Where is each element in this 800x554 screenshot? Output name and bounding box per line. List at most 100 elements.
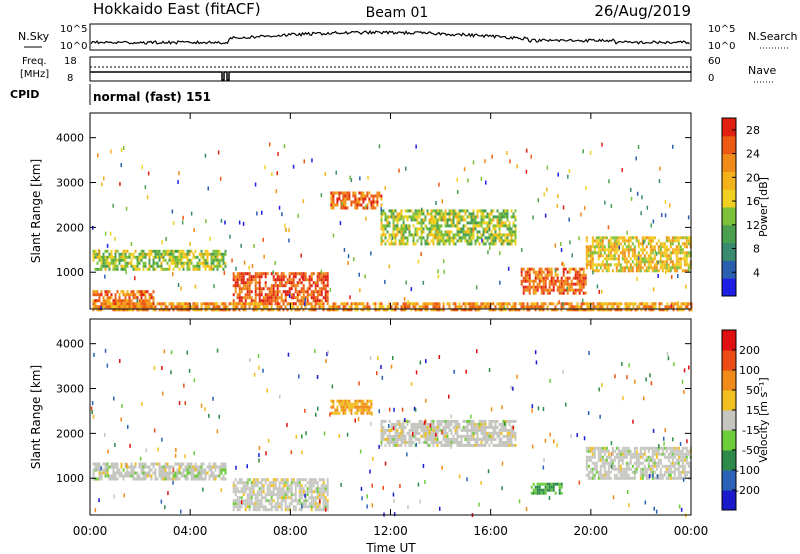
velocity-cell bbox=[164, 471, 167, 475]
power-cell bbox=[480, 221, 483, 225]
power-cell bbox=[468, 302, 471, 306]
power-cell bbox=[322, 275, 325, 279]
power-cell bbox=[502, 224, 505, 228]
velocity-cell bbox=[621, 452, 624, 456]
velocity-cell bbox=[442, 419, 445, 423]
nave-tick-low: 0 bbox=[708, 73, 714, 84]
velocity-cell bbox=[456, 434, 459, 438]
power-cell bbox=[168, 264, 171, 268]
velocity-cell bbox=[370, 405, 373, 409]
power-cell bbox=[212, 255, 215, 259]
power-cell bbox=[366, 308, 369, 312]
power-cell bbox=[649, 263, 652, 267]
power-cell bbox=[440, 230, 443, 234]
velocity-cell bbox=[444, 425, 447, 429]
velocity-cell bbox=[446, 440, 449, 444]
velocity-cell bbox=[663, 464, 666, 468]
power-cell bbox=[576, 282, 579, 286]
velocity-cell bbox=[466, 440, 469, 444]
power-cell bbox=[617, 248, 620, 252]
power-cell bbox=[306, 299, 309, 303]
power-cell bbox=[134, 255, 137, 259]
power-cell bbox=[120, 267, 123, 271]
velocity-cell bbox=[556, 482, 559, 486]
power-cell bbox=[430, 209, 433, 213]
power-cell bbox=[152, 305, 155, 309]
power-cell bbox=[488, 224, 491, 228]
power-cell bbox=[562, 285, 565, 289]
velocity-cell bbox=[422, 440, 425, 444]
power-cell bbox=[629, 239, 632, 243]
power-cell bbox=[392, 233, 395, 237]
power-cell bbox=[629, 263, 632, 267]
power-cell bbox=[552, 276, 555, 280]
velocity-cell bbox=[649, 458, 652, 462]
power-cell bbox=[294, 275, 297, 279]
power-cell bbox=[152, 264, 155, 268]
velocity-cell bbox=[599, 458, 602, 462]
velocity-cell bbox=[416, 428, 419, 432]
power-cell bbox=[540, 308, 543, 312]
velocity-cell bbox=[294, 493, 297, 497]
velocity-cell bbox=[200, 462, 203, 466]
power-cell bbox=[592, 305, 595, 309]
power-cell bbox=[468, 239, 471, 243]
power-cell bbox=[448, 215, 451, 219]
power-cell bbox=[140, 258, 143, 262]
velocity-cell bbox=[651, 461, 654, 465]
velocity-cell bbox=[678, 504, 681, 509]
power-colorbar-tick-label: 8 bbox=[753, 243, 760, 256]
power-cell bbox=[142, 299, 145, 303]
power-cell bbox=[603, 236, 606, 240]
velocity-cell bbox=[304, 502, 307, 506]
velocity-cell bbox=[500, 443, 503, 447]
power-cell bbox=[98, 249, 101, 253]
power-cell bbox=[478, 308, 481, 312]
velocity-cell bbox=[342, 408, 345, 412]
power-cell bbox=[560, 282, 563, 286]
power-cell bbox=[486, 239, 489, 243]
power-cell bbox=[356, 308, 359, 312]
velocity-cell bbox=[252, 508, 255, 512]
power-cell bbox=[398, 239, 401, 243]
power-cell bbox=[126, 302, 129, 306]
velocity-cell bbox=[426, 440, 429, 444]
power-cell bbox=[430, 224, 433, 228]
power-cell bbox=[564, 279, 567, 283]
velocity-cell bbox=[677, 476, 680, 480]
power-cell bbox=[400, 305, 403, 309]
power-cell bbox=[670, 302, 673, 306]
power-cell bbox=[390, 212, 393, 216]
power-colorbar-tick-label: 12 bbox=[746, 219, 760, 232]
velocity-cell bbox=[314, 496, 317, 500]
power-cell bbox=[605, 257, 608, 261]
power-cell bbox=[546, 288, 549, 292]
power-cell bbox=[404, 227, 407, 231]
velocity-cell bbox=[420, 434, 423, 438]
velocity-cell bbox=[486, 431, 489, 435]
velocity-cell bbox=[122, 477, 125, 481]
power-cell bbox=[634, 302, 637, 306]
velocity-cell bbox=[152, 462, 155, 466]
power-cell bbox=[402, 236, 405, 240]
power-cell bbox=[422, 227, 425, 231]
power-cell bbox=[246, 281, 249, 285]
velocity-cell bbox=[432, 428, 435, 432]
velocity-cell bbox=[546, 488, 549, 492]
power-cell bbox=[314, 296, 317, 300]
velocity-cell bbox=[158, 468, 161, 472]
power-cell bbox=[405, 166, 407, 171]
power-cell bbox=[394, 224, 397, 228]
power-cell bbox=[96, 261, 99, 265]
power-cell bbox=[268, 287, 271, 291]
power-cell bbox=[650, 302, 653, 306]
power-cell bbox=[330, 308, 333, 312]
velocity-cell bbox=[216, 348, 219, 353]
power-cell bbox=[130, 308, 133, 312]
power-cell bbox=[514, 236, 517, 240]
velocity-cell bbox=[659, 470, 662, 474]
power-cell bbox=[580, 288, 583, 292]
power-cell bbox=[214, 264, 217, 268]
power-cell bbox=[244, 302, 247, 306]
power-cell bbox=[244, 284, 247, 288]
